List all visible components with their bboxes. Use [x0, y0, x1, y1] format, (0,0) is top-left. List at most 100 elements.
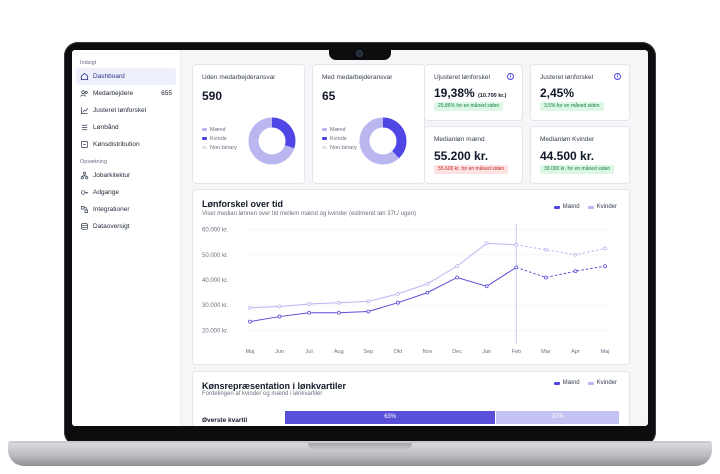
stat-card-median-men[interactable]: Medianløn mænd 55.200 kr. 55.600 kr. for…	[424, 126, 523, 184]
donut-segments	[365, 123, 402, 160]
data-point[interactable]	[485, 242, 488, 245]
app-screen: Indsigt Dashboard Medarbejdere 655 Juste…	[72, 50, 648, 426]
x-tick-label: Sep	[363, 349, 373, 355]
key-icon	[80, 188, 89, 197]
sidebar-item-label: Dataoversigt	[93, 223, 130, 230]
x-tick-label: Apr	[571, 349, 580, 355]
data-point[interactable]	[574, 270, 577, 273]
data-point[interactable]	[337, 311, 340, 314]
camera-icon	[356, 50, 363, 57]
x-tick-label: Dec	[452, 349, 462, 355]
y-tick-label: 50.000 kr.	[202, 253, 229, 259]
x-tick-label: Jun	[275, 349, 284, 355]
sidebar-item-dashboard[interactable]: Dashboard	[76, 68, 176, 85]
card-title: Med medarbejderansvar	[322, 74, 392, 81]
sidebar-item-data-overview[interactable]: Dataoversigt	[76, 218, 176, 235]
value-suffix: (10.700 kr.)	[478, 93, 506, 99]
bar-men[interactable]: 63%	[285, 411, 495, 424]
chart-icon	[80, 106, 89, 115]
data-point[interactable]	[249, 306, 252, 309]
nav-section-insight: Indsigt	[72, 59, 180, 68]
data-point[interactable]	[544, 276, 547, 279]
sidebar-item-label: Medarbejdere	[93, 90, 133, 97]
sidebar-item-gender-distribution[interactable]: Kønsdistribution	[76, 136, 176, 153]
sidebar-item-salary-bands[interactable]: Lønbånd	[76, 119, 176, 136]
data-point[interactable]	[367, 310, 370, 313]
data-point[interactable]	[456, 265, 459, 268]
sidebar-item-label: Kønsdistribution	[93, 141, 140, 148]
data-point[interactable]	[396, 292, 399, 295]
card-value: 2,45%	[540, 86, 574, 100]
data-point[interactable]	[574, 253, 577, 256]
sidebar-item-label: Adgange	[93, 189, 119, 196]
quartile-chart-card: Kønsrepræsentation i lønkvartiler Fordel…	[192, 371, 630, 426]
value-main: 19,38%	[434, 86, 475, 100]
data-point[interactable]	[426, 282, 429, 285]
bar-women[interactable]: 37%	[496, 411, 619, 424]
sidebar-item-adjusted-gap[interactable]: Justeret lønforskel	[76, 102, 176, 119]
legend-nonbinary: Non-binary	[330, 145, 357, 151]
data-point[interactable]	[278, 315, 281, 318]
data-point[interactable]	[426, 291, 429, 294]
data-point[interactable]	[308, 302, 311, 305]
integration-icon	[80, 205, 89, 214]
legend-item-women[interactable]: Kvinder	[588, 380, 617, 386]
stat-card-median-women[interactable]: Medianløn Kvinder 44.500 kr. 39.000 kr. …	[530, 126, 630, 184]
line-chart: 20.000 kr. 30.000 kr. 40.000 kr. 50.000 kr.…	[193, 190, 631, 366]
hierarchy-icon	[80, 171, 89, 180]
x-tick-label: Aug	[334, 349, 344, 355]
legend-label: Kvinder	[597, 380, 617, 386]
series-projection-men	[516, 266, 605, 277]
card-value: 55.200 kr.	[434, 149, 488, 163]
data-point[interactable]	[249, 320, 252, 323]
info-icon[interactable]: i	[614, 73, 621, 80]
home-icon	[80, 72, 89, 81]
data-point[interactable]	[367, 300, 370, 303]
sidebar-item-label: Integrationer	[93, 206, 130, 213]
info-icon[interactable]: i	[507, 73, 514, 80]
trend-badge: 55.600 kr. for en måned siden	[434, 165, 508, 174]
data-point[interactable]	[308, 311, 311, 314]
card-title: Ujusteret lønforskel	[434, 74, 490, 81]
legend-men: Mænd	[210, 127, 226, 133]
stat-card-unadjusted-gap[interactable]: Ujusteret lønforskel i 19,38% (10.700 kr…	[424, 64, 523, 121]
data-point[interactable]	[515, 243, 518, 246]
x-tick-label: Mar	[541, 349, 551, 355]
donut-card-without-responsibility[interactable]: Uden medarbejderansvar 590 Mænd Kvinde N…	[192, 64, 305, 184]
trend-badge: 3,5% for en måned siden	[540, 102, 604, 111]
y-tick-label: 20.000 kr.	[202, 328, 229, 334]
sidebar-item-access[interactable]: Adgange	[76, 184, 176, 201]
sidebar-item-label: Dashboard	[93, 73, 125, 80]
users-icon	[80, 89, 89, 98]
sidebar-item-label: Jobarkitektur	[93, 172, 130, 179]
line-chart-card: Lønforskel over tid Viser median lønnen …	[192, 189, 630, 365]
data-point[interactable]	[485, 285, 488, 288]
card-title: Medianløn Kvinder	[540, 136, 594, 143]
data-point[interactable]	[396, 301, 399, 304]
series-line-women	[250, 243, 516, 307]
data-point[interactable]	[544, 248, 547, 251]
data-point[interactable]	[604, 247, 607, 250]
chart-subtitle: Fordelingen af kvinder og mænd i lønkvar…	[202, 391, 322, 397]
donut-card-with-responsibility[interactable]: Med medarbejderansvar 65 Mænd Kvinde Non…	[312, 64, 425, 184]
bands-icon	[80, 123, 89, 132]
data-point[interactable]	[456, 276, 459, 279]
sidebar-item-employees[interactable]: Medarbejdere 655	[76, 85, 176, 102]
sidebar: Indsigt Dashboard Medarbejdere 655 Juste…	[72, 50, 181, 426]
stat-card-adjusted-gap[interactable]: Justeret lønforskel i 2,45% 3,5% for en …	[530, 64, 630, 121]
data-point[interactable]	[337, 301, 340, 304]
x-tick-label: Feb	[512, 349, 521, 355]
data-point[interactable]	[515, 266, 518, 269]
sidebar-item-job-architecture[interactable]: Jobarkitektur	[76, 167, 176, 184]
series-line-men	[250, 267, 516, 321]
donut-chart	[247, 116, 297, 166]
data-point[interactable]	[604, 265, 607, 268]
x-tick-label: Jan	[482, 349, 491, 355]
employee-count: 655	[161, 90, 172, 97]
x-tick-label: Jul	[306, 349, 313, 355]
legend-item-men[interactable]: Mænd	[554, 380, 580, 386]
data-point[interactable]	[278, 305, 281, 308]
sidebar-item-integrations[interactable]: Integrationer	[76, 201, 176, 218]
card-value: 19,38% (10.700 kr.)	[434, 86, 506, 100]
card-value: 44.500 kr.	[540, 149, 594, 163]
